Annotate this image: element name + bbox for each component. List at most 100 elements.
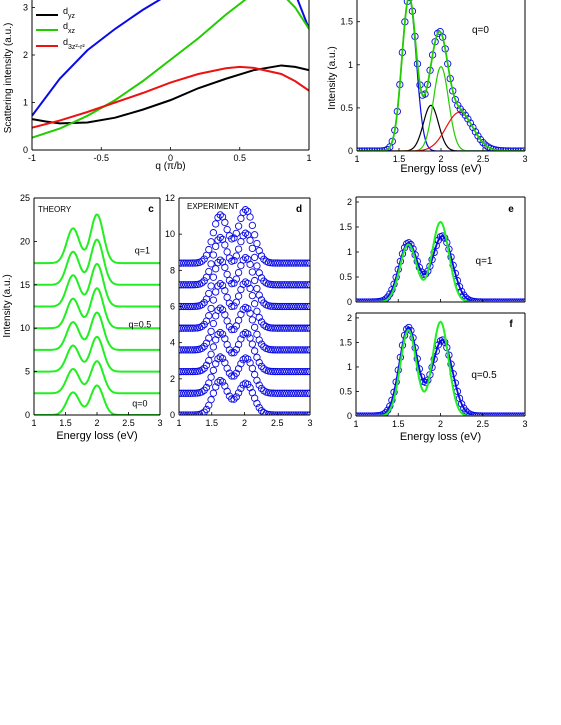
experiment-point xyxy=(221,218,229,227)
experiment-point xyxy=(230,256,238,265)
experiment-point xyxy=(205,334,213,342)
component-peak-1 xyxy=(357,104,525,151)
panel-label: d xyxy=(296,204,302,215)
component-peak-2 xyxy=(357,65,525,151)
experiment-point xyxy=(198,257,206,265)
y-tick-label: 1.5 xyxy=(339,337,352,347)
experiment-point xyxy=(244,279,252,288)
theory-curve xyxy=(34,238,160,286)
experiment-point xyxy=(292,281,300,289)
experiment-point xyxy=(283,281,291,289)
experiment-point xyxy=(250,253,259,262)
experiment-point xyxy=(230,395,238,403)
experiment-point xyxy=(301,389,309,397)
experiment-point xyxy=(179,346,188,354)
x-tick-label: 1 xyxy=(176,418,181,428)
experiment-point xyxy=(283,367,291,376)
experiment-point xyxy=(198,388,206,396)
panel-d: 1 1.5 2 2.5 3 0 2 4 6 8 10 12 EXPERIMENT d xyxy=(165,193,313,428)
experiment-point xyxy=(198,410,206,415)
experiment-point xyxy=(269,389,277,397)
experiment-point xyxy=(191,302,199,311)
experiment-point xyxy=(278,346,286,354)
experiment-point xyxy=(216,233,224,242)
y-tick-label: 0 xyxy=(23,145,28,155)
y-axis-label: Intensity (a.u.) xyxy=(327,46,338,109)
experiment-point xyxy=(248,316,257,324)
plot-area-a xyxy=(32,0,309,139)
experiment-point xyxy=(239,280,247,288)
experiment-point xyxy=(276,367,284,376)
experiment-point xyxy=(299,259,307,267)
experiment-point xyxy=(285,389,293,397)
experiment-point xyxy=(182,346,190,354)
experiment-point xyxy=(357,147,364,151)
theory-curve xyxy=(34,213,160,265)
experiment-point xyxy=(466,119,475,127)
annotation: q=1 xyxy=(476,256,493,267)
experiment-point xyxy=(239,208,247,216)
experiment-point xyxy=(454,101,462,109)
experiment-point xyxy=(218,306,227,314)
experiment-point xyxy=(246,384,254,392)
theory-line xyxy=(356,220,525,302)
theory-line xyxy=(356,320,525,416)
experiment-point xyxy=(273,346,282,354)
x-tick-label: 2.5 xyxy=(476,419,489,429)
experiment-point xyxy=(209,296,218,304)
experiment-point xyxy=(214,306,222,314)
experiment-point xyxy=(296,367,305,376)
theory-curve xyxy=(34,287,160,330)
experiment-point xyxy=(260,343,268,351)
experiment-point xyxy=(189,367,197,376)
experiment-point xyxy=(260,365,268,373)
experiment-point xyxy=(198,301,206,309)
annotation: q=0.5 xyxy=(471,370,497,381)
experiment-point xyxy=(269,324,277,332)
experiment-point xyxy=(209,343,218,351)
experiment-point xyxy=(218,330,227,338)
legend-entry: dyz xyxy=(63,6,76,20)
experiment-point xyxy=(260,409,268,415)
experiment-point xyxy=(202,383,211,392)
experiment-point xyxy=(255,313,263,322)
experiment-point xyxy=(278,367,286,376)
curve-label: q=0 xyxy=(132,398,147,408)
experiment-point xyxy=(207,350,215,358)
experiment-point xyxy=(179,324,188,332)
experiment-point xyxy=(186,324,195,332)
y-tick-label: 1 xyxy=(348,60,353,70)
experiment-point xyxy=(179,302,185,311)
experiment-point xyxy=(287,367,295,376)
experiment-point xyxy=(234,292,243,300)
experiment-point xyxy=(189,346,197,354)
x-tick-label: 1.5 xyxy=(393,154,406,164)
y-tick-label: 0 xyxy=(348,146,353,156)
experiment-point xyxy=(216,304,224,312)
experiment-point xyxy=(267,280,275,289)
experiment-point xyxy=(184,302,192,311)
experiment-point xyxy=(303,324,310,332)
experiment-point xyxy=(461,111,470,119)
experiment-point xyxy=(212,360,220,368)
y-tick-label: 0.5 xyxy=(339,272,352,282)
experiment-point xyxy=(182,367,190,376)
x-tick-label: 3 xyxy=(157,418,162,428)
x-tick-label: 1 xyxy=(354,154,359,164)
experiment-point xyxy=(232,252,240,260)
x-tick-label: 1.5 xyxy=(59,418,72,428)
x-axis-label: Energy loss (eV) xyxy=(56,430,137,442)
x-tick-label: 3 xyxy=(522,154,527,164)
component-peak-0 xyxy=(357,0,525,151)
theory-curve xyxy=(34,262,160,308)
curve-label: q=0.5 xyxy=(128,319,151,329)
experiment-point xyxy=(301,281,309,289)
experiment-point xyxy=(280,259,289,267)
experiment-point xyxy=(276,302,284,311)
y-tick-label: 0 xyxy=(347,297,352,307)
experiment-point xyxy=(205,267,213,276)
plot-area-c xyxy=(34,213,160,415)
experiment-point xyxy=(250,347,259,355)
experiment-point xyxy=(253,284,261,293)
